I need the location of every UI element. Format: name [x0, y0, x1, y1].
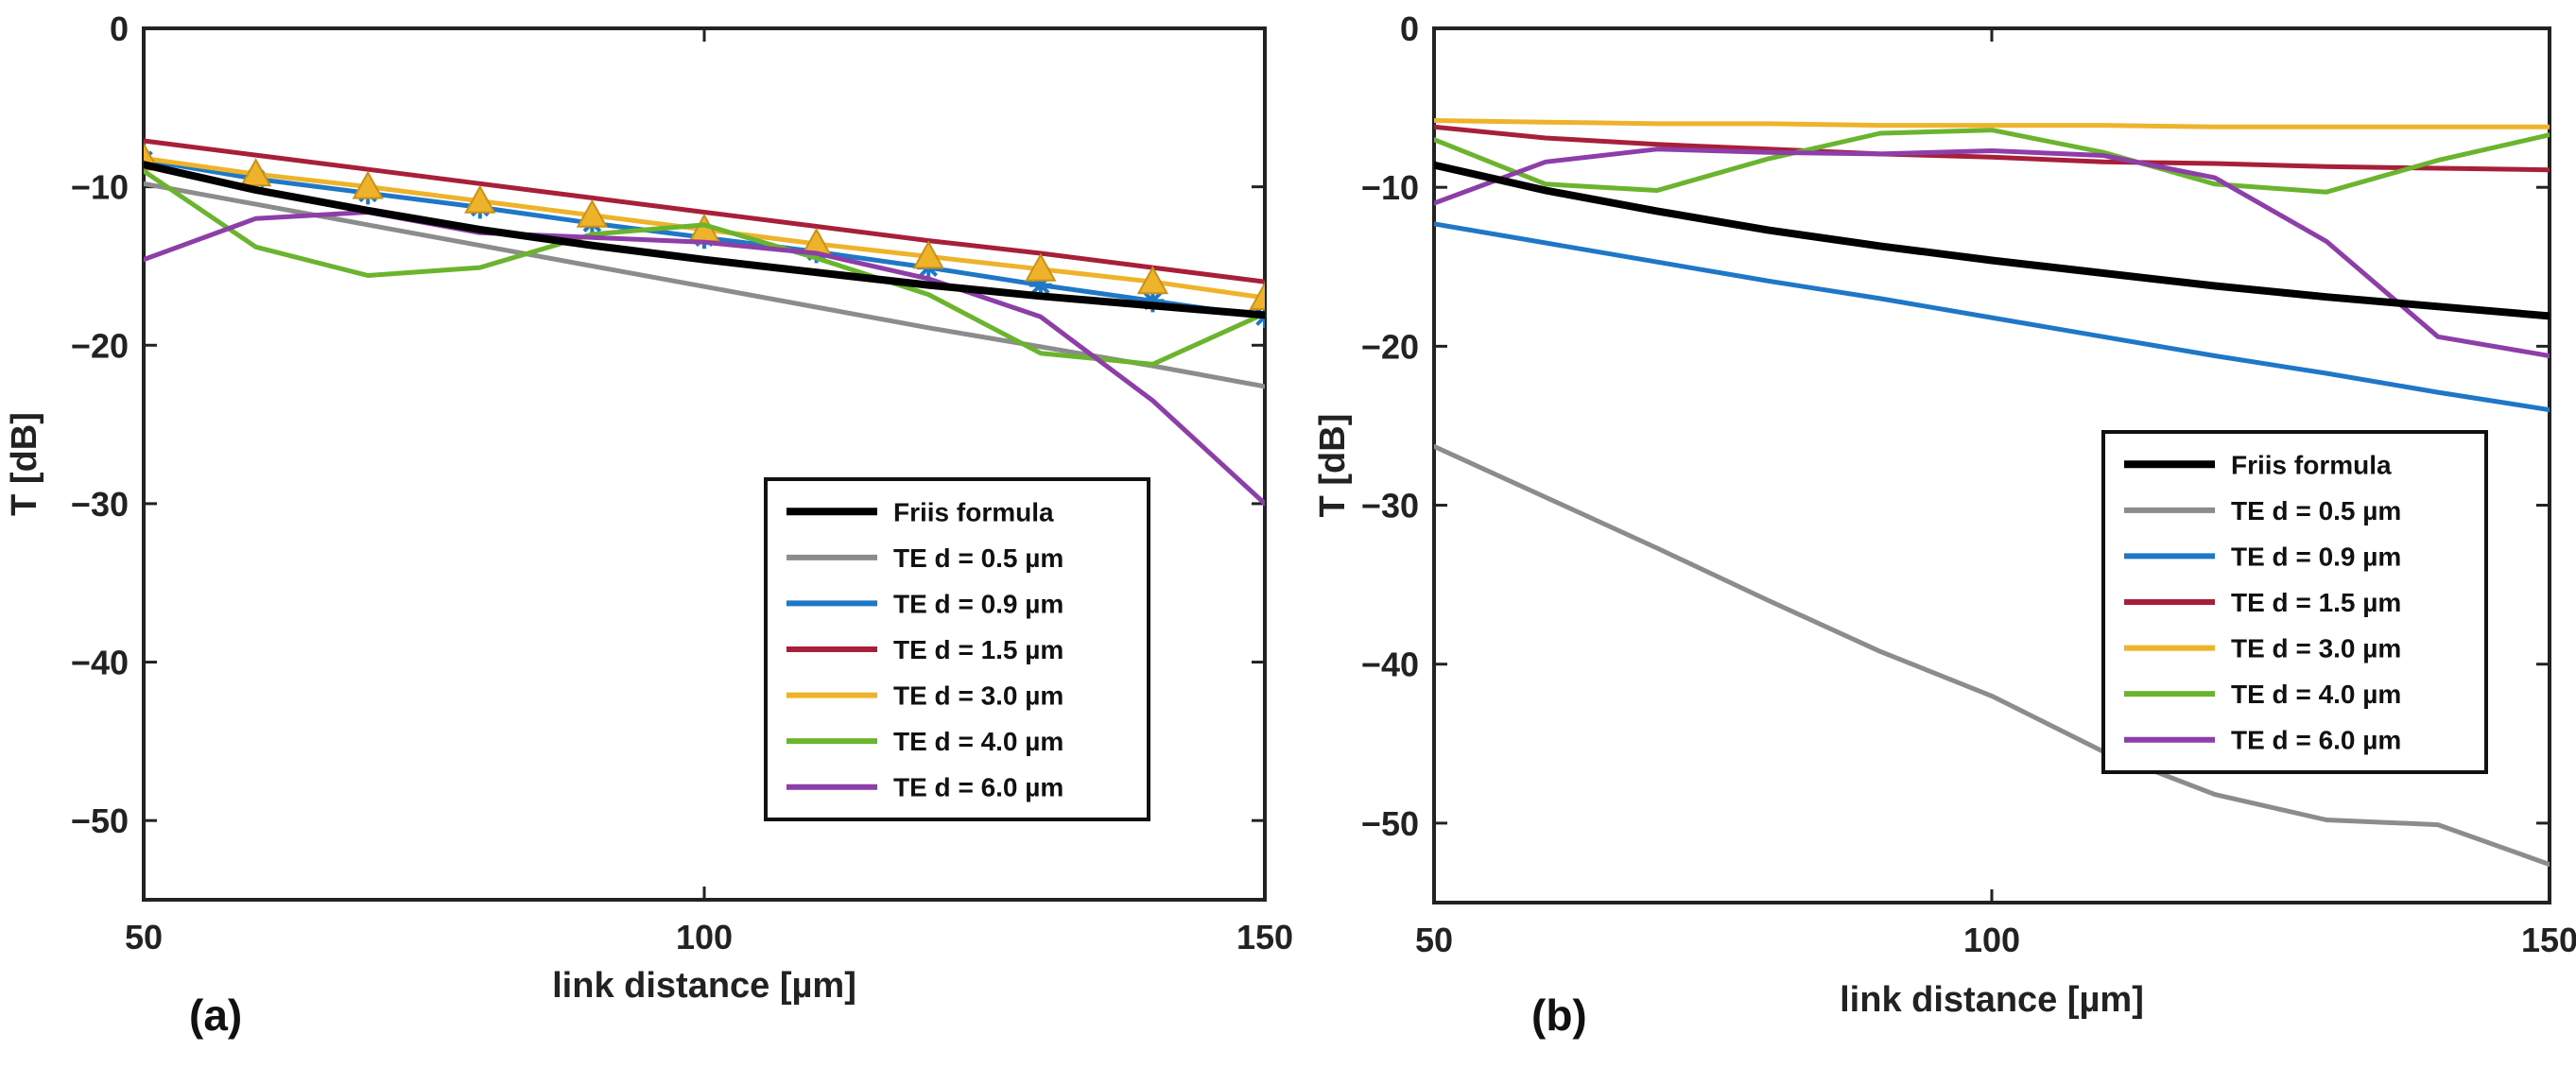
- series-line-te-d-0-9-m: [1434, 221, 2550, 413]
- legend-entry: TE d = 0.5 µm: [893, 543, 1063, 573]
- y-tick-label: −30: [1361, 487, 1419, 525]
- x-tick-label: 100: [676, 918, 733, 956]
- series-line-friis-formula: [1434, 161, 2550, 320]
- y-tick-label: −50: [1361, 804, 1419, 843]
- y-tick-label: −30: [71, 485, 129, 524]
- legend-entry: TE d = 0.9 µm: [893, 589, 1063, 618]
- legend-entry: TE d = 6.0 µm: [893, 773, 1063, 802]
- x-tick-label: 50: [1415, 921, 1453, 959]
- triangle-marker: [352, 170, 384, 199]
- y-tick-label: −50: [71, 801, 129, 840]
- series-line-te-d-1-5-m: [1434, 124, 2550, 173]
- panel-label: (a): [189, 990, 242, 1040]
- series-line-te-d-0-5-m: [1434, 443, 2550, 868]
- legend-entry: TE d = 4.0 µm: [893, 727, 1063, 756]
- star-marker: [1141, 289, 1165, 313]
- y-tick-label: 0: [1400, 9, 1419, 48]
- x-tick-label: 150: [2521, 921, 2576, 959]
- triangle-marker: [912, 240, 944, 269]
- y-tick-label: 0: [110, 9, 129, 48]
- legend-entry: TE d = 6.0 µm: [2231, 726, 2401, 755]
- legend-entry: TE d = 3.0 µm: [893, 681, 1063, 711]
- series-line-friis-formula: [144, 161, 1265, 319]
- series-line-te-d-1-5-m: [144, 138, 1265, 284]
- legend-entry: TE d = 3.0 µm: [2231, 634, 2401, 663]
- legend-entry: TE d = 4.0 µm: [2231, 680, 2401, 709]
- x-axis-label: link distance [µm]: [552, 966, 856, 1006]
- triangle-marker: [1249, 281, 1265, 310]
- star-marker: [1029, 273, 1052, 297]
- triangle-marker: [464, 184, 496, 214]
- x-tick-label: 150: [1236, 918, 1293, 956]
- chart-panel-a: 0 −10 −20 −30 −40 −50 50 100 150 link distance [µ…: [5, 9, 1293, 1040]
- series-line-te-d-0-5-m: [144, 181, 1265, 389]
- legend: Friis formula TE d = 0.5 µm TE d = 0.9 µm T…: [2101, 430, 2488, 774]
- legend-entry: Friis formula: [2231, 450, 2392, 479]
- panel-label: (b): [1531, 990, 1587, 1040]
- y-tick-label: −40: [1361, 646, 1419, 684]
- y-tick-label: −20: [71, 326, 129, 365]
- y-tick-label: −20: [1361, 327, 1419, 366]
- series-line-te-d-4-0-m: [1434, 128, 2550, 195]
- series-line-te-d-3-0-m: [1434, 118, 2550, 129]
- triangle-marker: [239, 158, 272, 187]
- y-axis-label: T [dB]: [1313, 414, 1353, 518]
- series-line-te-d-4-0-m: [144, 168, 1265, 367]
- legend-entry: TE d = 1.5 µm: [893, 635, 1063, 664]
- legend-entry: TE d = 1.5 µm: [2231, 588, 2401, 617]
- x-axis-label: link distance [µm]: [1840, 980, 2144, 1020]
- series-group: [1434, 118, 2550, 868]
- chart-panel-b: 0 −10 −20 −30 −40 −50 50 100 150 link distance [µ…: [1313, 9, 2576, 1040]
- series-group: [144, 138, 1265, 507]
- legend-entry: TE d = 0.9 µm: [2231, 542, 2401, 571]
- y-tick-label: −40: [71, 644, 129, 682]
- series-line-te-d-6-0-m: [144, 210, 1265, 507]
- y-tick-label: −10: [71, 168, 129, 207]
- y-axis-label: T [dB]: [5, 412, 44, 516]
- x-tick-label: 50: [125, 918, 163, 956]
- y-tick-label: −10: [1361, 168, 1419, 207]
- triangle-marker: [1136, 266, 1169, 295]
- x-tick-label: 100: [1963, 921, 2020, 959]
- legend-entry: Friis formula: [893, 497, 1054, 526]
- series-line-te-d-6-0-m: [1434, 146, 2550, 358]
- triangle-marker: [576, 198, 609, 228]
- legend: Friis formula TE d = 0.5 µm TE d = 0.9 µm T…: [764, 477, 1150, 821]
- legend-entry: TE d = 0.5 µm: [2231, 496, 2401, 525]
- triangle-marker: [1025, 252, 1057, 282]
